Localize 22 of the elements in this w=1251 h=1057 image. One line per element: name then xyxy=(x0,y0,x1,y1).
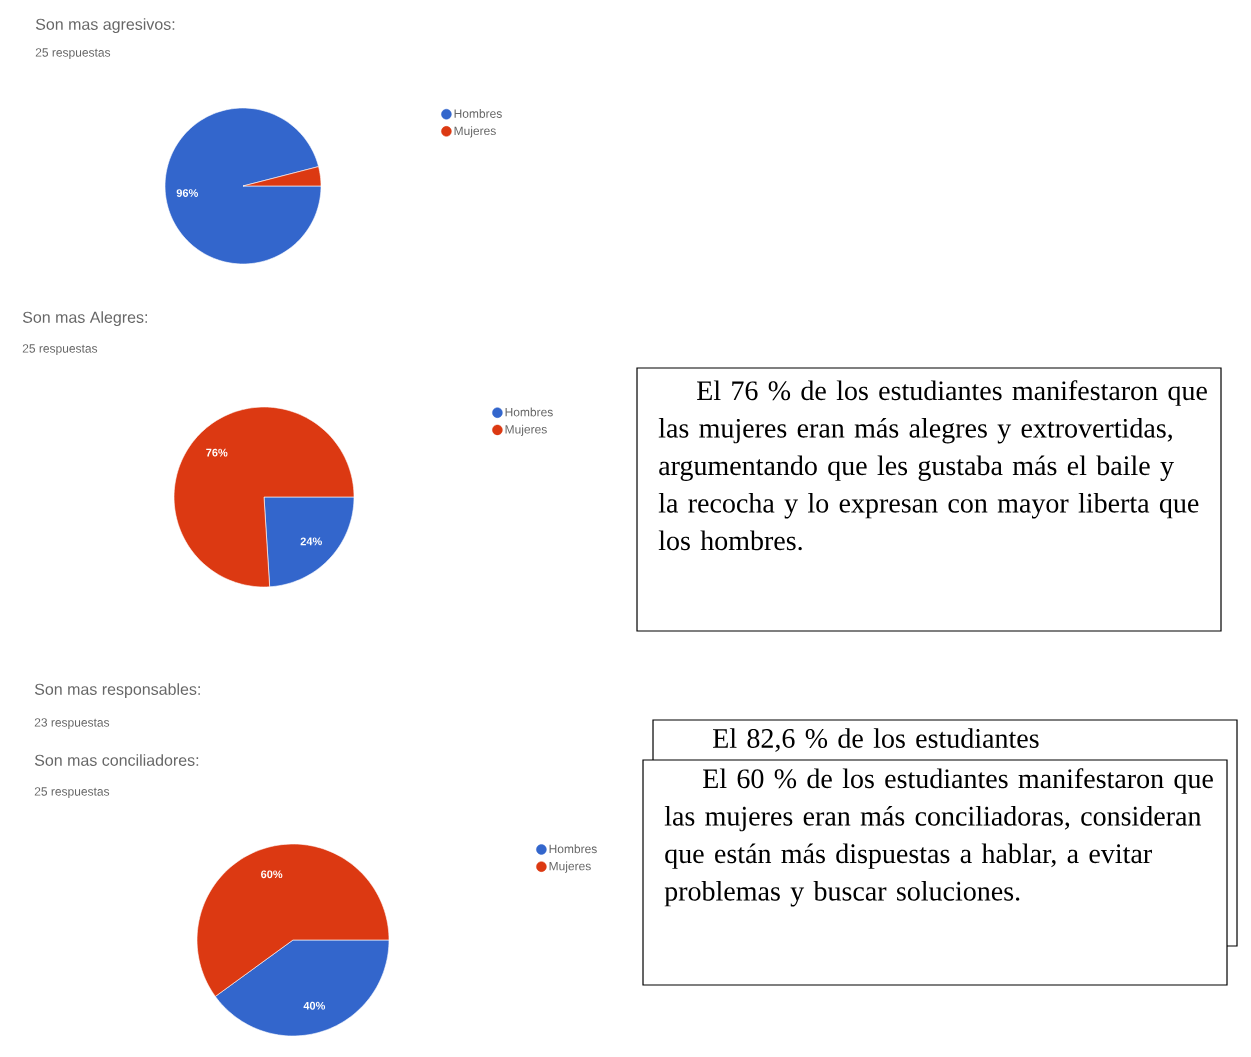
legend-label: Hombres xyxy=(549,844,597,854)
text: Son mas responsables: xyxy=(34,683,200,699)
legend-label: Mujeres xyxy=(549,861,591,873)
text: 25 respuestas xyxy=(22,344,98,356)
text: El 82,6 % de los estudiantes xyxy=(713,728,1039,752)
data-label: 40% xyxy=(303,1001,326,1010)
chart-title: Son mas agresivos: xyxy=(35,18,175,34)
chart-title: Son mas conciliadores: xyxy=(34,754,199,766)
legend-label: Hombres xyxy=(505,407,553,417)
chart-title: Son mas Alegres: xyxy=(22,311,147,327)
data-label: 76% xyxy=(206,448,228,457)
text: El 76 % de los estudiantes manifestaron que las mujeres eran más alegres y extrovertidas, argumentando que les gustaba más el baile y la recocha y lo expresan con mayor liberta que los hombres. xyxy=(658,380,1207,551)
legend-label: Hombres xyxy=(454,109,502,118)
text: 25 respuestas xyxy=(34,787,110,799)
text: El 60 % de los estudiantes manifestaron que las mujeres eran más conciliadoras, consideran que están más dispuestas a hablar, a evitar problemas y buscar soluciones. xyxy=(664,768,1213,907)
legend-label: Mujeres xyxy=(454,126,496,138)
chart-subtitle: 25 respuestas xyxy=(35,48,111,60)
text: 23 respuestas xyxy=(34,718,110,730)
legend-label: Mujeres xyxy=(505,424,547,436)
data-label: 60% xyxy=(261,870,283,879)
data-label: 24% xyxy=(300,537,322,546)
data-label: 96% xyxy=(176,189,198,197)
